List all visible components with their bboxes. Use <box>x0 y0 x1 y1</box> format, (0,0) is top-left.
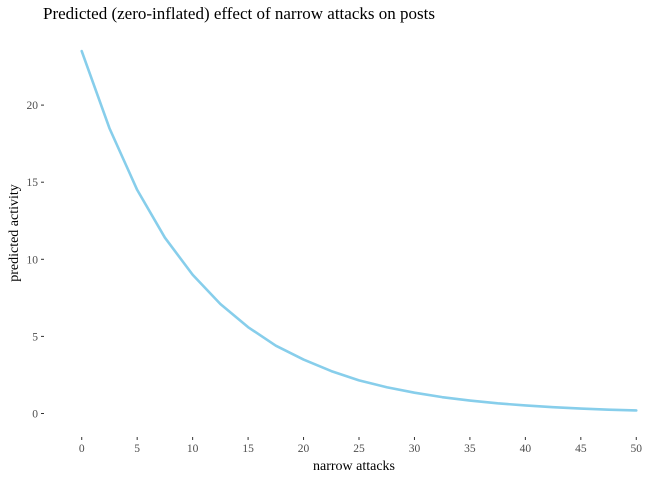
x-tick-label: 50 <box>631 443 643 455</box>
y-tick-label: 10 <box>27 254 39 266</box>
x-tick-label: 40 <box>520 443 532 455</box>
y-tick-label: 5 <box>32 331 38 343</box>
y-tick-label: 20 <box>27 100 39 112</box>
x-tick-label: 15 <box>242 443 254 455</box>
x-axis-title: narrow attacks <box>313 459 395 474</box>
y-axis-title: predicted activity <box>7 184 22 282</box>
y-axis: 0 5 10 15 20 <box>27 100 44 420</box>
series-line <box>80 49 638 412</box>
x-tick-label: 20 <box>298 443 310 455</box>
x-axis: 0 5 10 15 20 25 30 35 40 45 50 <box>79 437 642 455</box>
x-tick-label: 10 <box>187 443 199 455</box>
x-tick-label: 45 <box>575 443 587 455</box>
chart-title: Predicted (zero-inflated) effect of narr… <box>43 4 435 23</box>
y-tick-label: 15 <box>27 177 39 189</box>
x-tick-label: 35 <box>464 443 476 455</box>
x-tick-label: 30 <box>409 443 421 455</box>
plot-area <box>80 49 638 412</box>
x-tick-label: 0 <box>79 443 85 455</box>
x-tick-label: 5 <box>134 443 140 455</box>
x-tick-label: 25 <box>353 443 365 455</box>
y-tick-label: 0 <box>32 408 38 420</box>
